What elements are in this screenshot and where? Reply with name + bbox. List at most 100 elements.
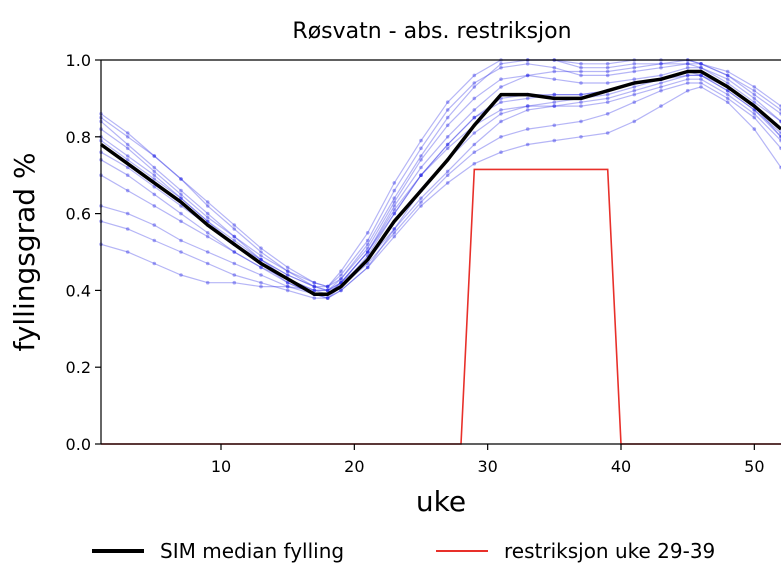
simulation-point [179,238,183,243]
simulation-point [232,234,237,239]
simulation-point [285,273,290,277]
simulation-point [499,108,503,112]
simulation-point [632,77,637,81]
simulation-point [259,246,263,250]
simulation-point [685,73,690,78]
simulation-point [445,108,450,112]
simulation-point [632,92,637,97]
x-tick-label: 30 [477,457,497,476]
simulation-point [232,261,237,266]
simulation-point [419,154,423,158]
simulation-point [312,288,317,293]
simulation-point [445,115,450,120]
simulation-line [100,63,781,291]
simulation-point [605,62,610,66]
simulation-point [205,211,210,216]
simulation-point [179,219,183,224]
simulation-point [685,77,690,81]
simulation-point [445,181,450,185]
simulation-point [259,250,263,254]
simulation-point [392,188,397,193]
legend: SIM median fylling restriksjon uke 29-39 [92,536,781,566]
y-tick-label: 0.8 [66,128,91,147]
simulation-point [605,69,610,74]
simulation-point [179,211,183,216]
simulation-point [579,65,583,70]
simulation-point [285,280,290,285]
restriction-line-group [101,168,781,445]
simulation-point [419,173,423,177]
simulation-point [632,62,637,66]
simulation-point [419,200,423,204]
simulation-line [100,59,781,292]
simulation-point [125,188,130,193]
simulation-point [472,115,477,120]
simulation-point [339,277,343,281]
simulation-point [472,85,477,89]
simulation-point [472,142,477,147]
simulation-point [419,165,423,170]
simulation-point [179,177,183,181]
simulation-point [339,269,343,274]
simulation-point [685,65,690,70]
x-tick-label: 20 [344,457,364,476]
simulation-line [100,70,781,299]
simulation-point [659,62,663,66]
simulation-point [725,73,730,78]
simulation-point [525,142,530,147]
simulation-point [632,65,637,70]
simulation-point [445,100,450,104]
simulation-point [499,112,503,116]
simulation-point [659,88,663,93]
simulation-point [699,62,703,66]
simulation-point [472,96,477,101]
simulation-point [725,73,730,78]
simulation-point [392,234,397,239]
simulation-point [752,88,757,93]
simulation-point [365,238,370,243]
simulation-point [179,177,183,181]
chart-title: Røsvatn - abs. restriksjon [292,19,571,44]
simulation-runs [99,58,781,300]
simulation-line [100,59,781,288]
simulation-point [125,165,130,170]
simulation-point [525,73,530,78]
simulation-point [325,284,330,289]
simulation-point [605,131,610,135]
simulation-point [605,100,610,104]
simulation-point [419,138,423,143]
simulation-point [365,265,370,270]
simulation-point [632,100,637,104]
simulation-point [312,280,317,285]
simulation-point [499,135,503,139]
simulation-point [752,92,757,97]
simulation-point [699,73,703,78]
simulation-point [499,62,503,66]
simulation-point [179,192,183,197]
simulation-point [632,69,637,74]
simulation-point [552,104,557,108]
legend-item-restriction: restriksjon uke 29-39 [436,536,715,566]
simulation-point [552,100,557,104]
simulation-point [152,204,157,208]
simulation-point [365,231,370,235]
simulation-point [552,123,557,128]
simulation-point [699,73,703,78]
simulation-point [152,177,157,181]
simulation-point [152,154,157,158]
simulation-point [325,288,330,293]
simulation-point [659,81,663,85]
simulation-point [125,131,130,135]
simulation-point [179,188,183,193]
simulation-point [725,100,730,104]
simulation-point [325,288,330,293]
simulation-point [125,173,130,177]
simulation-point [659,65,663,70]
simulation-point [725,69,730,74]
simulation-point [259,254,263,258]
y-tick-label: 0.0 [66,435,91,454]
simulation-point [312,284,317,289]
simulation-point [525,73,530,78]
simulation-point [312,288,317,293]
simulation-point [525,104,530,108]
